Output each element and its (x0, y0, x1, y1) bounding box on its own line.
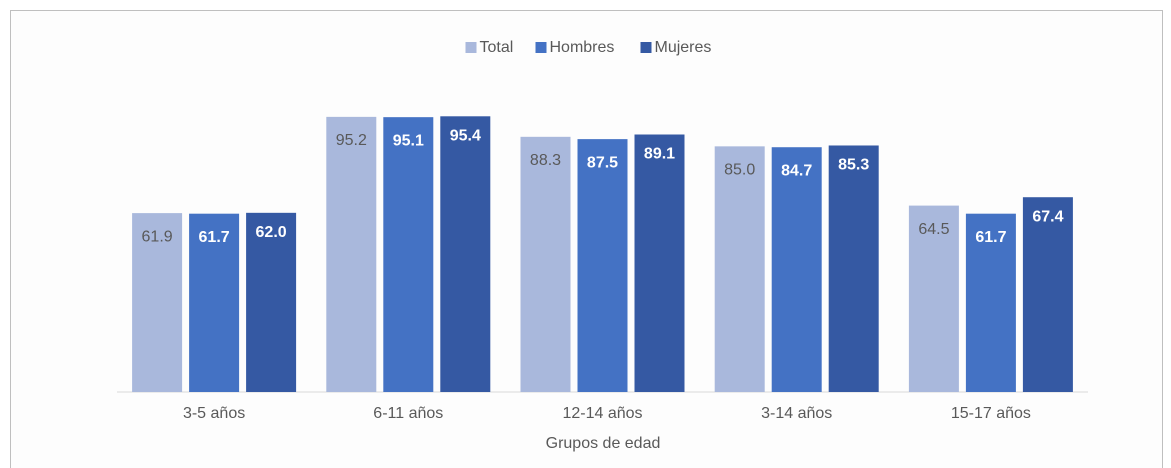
bar (771, 147, 822, 392)
bar (965, 213, 1016, 392)
x-tick-label: 6-11 años (373, 405, 443, 422)
data-label: 61.7 (199, 229, 230, 246)
x-axis-label: Grupos de edad (546, 435, 661, 452)
legend-label: Mujeres (655, 39, 712, 56)
bar (132, 213, 183, 392)
data-label: 84.7 (781, 162, 812, 179)
data-label: 85.0 (724, 162, 755, 179)
legend-swatch (640, 42, 652, 53)
data-label: 62.0 (256, 224, 287, 241)
x-tick-label: 3-5 años (183, 405, 245, 422)
data-label: 88.3 (530, 152, 561, 169)
x-tick-label: 3-14 años (761, 405, 832, 422)
data-label: 67.4 (1032, 208, 1063, 225)
data-label: 95.2 (336, 132, 367, 149)
bar (520, 136, 571, 392)
legend-label: Hombres (550, 39, 615, 56)
data-label: 61.9 (142, 228, 173, 245)
bar (634, 134, 685, 392)
bar (326, 116, 377, 392)
data-label: 64.5 (918, 221, 949, 238)
bar (828, 145, 879, 392)
x-tick-label: 15-17 años (951, 405, 1031, 422)
data-label: 87.5 (587, 154, 618, 171)
legend-label: Total (480, 39, 514, 56)
legend-swatch (465, 42, 477, 53)
bar (189, 213, 240, 392)
bar (577, 139, 628, 392)
bar (1022, 197, 1073, 392)
bar (383, 117, 434, 392)
bar (440, 116, 491, 392)
bar (908, 205, 959, 392)
data-label: 85.3 (838, 157, 869, 174)
data-label: 61.7 (975, 229, 1006, 246)
data-label: 95.4 (450, 128, 481, 145)
data-label: 95.1 (393, 132, 424, 149)
x-tick-label: 12-14 años (562, 405, 642, 422)
bar (246, 212, 297, 392)
bar (714, 146, 765, 392)
legend-swatch (535, 42, 547, 53)
data-label: 89.1 (644, 146, 675, 163)
